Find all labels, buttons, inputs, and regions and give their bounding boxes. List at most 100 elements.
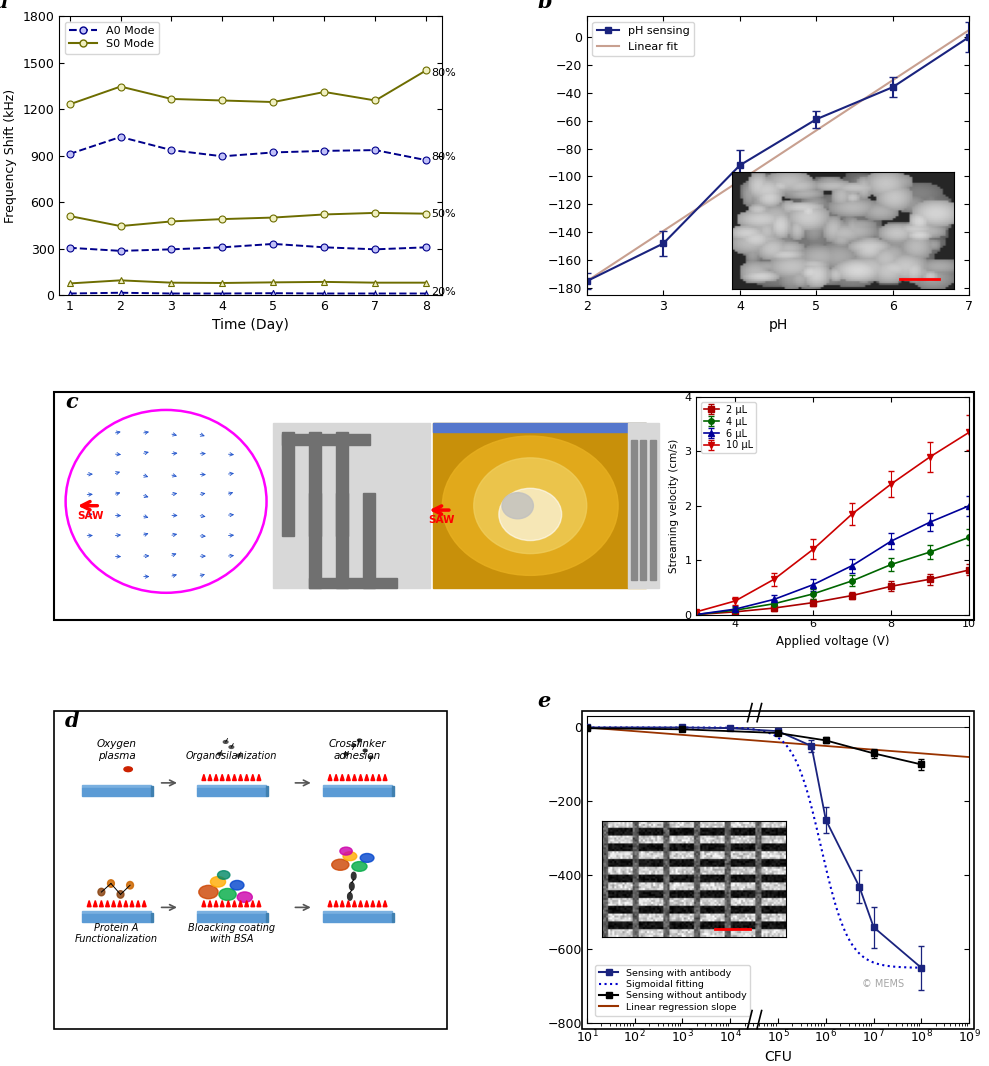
Polygon shape bbox=[208, 901, 212, 907]
Text: 50%: 50% bbox=[431, 209, 456, 219]
Bar bbox=[392, 787, 395, 795]
Polygon shape bbox=[365, 901, 369, 907]
Bar bbox=[282, 434, 370, 445]
Polygon shape bbox=[383, 901, 387, 907]
Polygon shape bbox=[118, 901, 122, 907]
Ellipse shape bbox=[340, 847, 352, 855]
Polygon shape bbox=[359, 901, 363, 907]
Polygon shape bbox=[142, 901, 146, 907]
Polygon shape bbox=[238, 774, 242, 780]
Polygon shape bbox=[221, 774, 225, 780]
Ellipse shape bbox=[498, 488, 562, 540]
Ellipse shape bbox=[502, 492, 533, 519]
Bar bbox=[640, 440, 647, 580]
Polygon shape bbox=[365, 774, 369, 780]
Ellipse shape bbox=[352, 744, 356, 746]
Ellipse shape bbox=[224, 741, 227, 743]
Legend: 2 μL, 4 μL, 6 μL, 10 μL: 2 μL, 4 μL, 6 μL, 10 μL bbox=[701, 402, 757, 453]
Bar bbox=[336, 492, 347, 588]
Bar bbox=[197, 788, 266, 795]
Polygon shape bbox=[377, 901, 381, 907]
Ellipse shape bbox=[442, 436, 618, 576]
Text: SAW: SAW bbox=[428, 515, 454, 526]
Bar bbox=[323, 911, 392, 915]
Polygon shape bbox=[352, 901, 356, 907]
Polygon shape bbox=[215, 901, 218, 907]
Ellipse shape bbox=[363, 749, 367, 752]
X-axis label: pH: pH bbox=[768, 319, 787, 333]
Legend: A0 Mode, S0 Mode: A0 Mode, S0 Mode bbox=[65, 21, 159, 53]
Polygon shape bbox=[359, 774, 363, 780]
Polygon shape bbox=[238, 901, 242, 907]
Text: SAW: SAW bbox=[77, 511, 104, 521]
Ellipse shape bbox=[108, 879, 115, 887]
Polygon shape bbox=[244, 774, 248, 780]
Text: Protein A
Functionalization: Protein A Functionalization bbox=[75, 923, 158, 944]
Polygon shape bbox=[371, 901, 375, 907]
Text: a: a bbox=[0, 0, 8, 12]
Bar bbox=[392, 912, 395, 922]
Bar bbox=[266, 912, 268, 922]
Polygon shape bbox=[221, 901, 225, 907]
Polygon shape bbox=[257, 774, 261, 780]
Polygon shape bbox=[215, 774, 218, 780]
Sigmoidal fitting bbox=[780, 739, 792, 752]
Bar bbox=[273, 423, 430, 588]
Bar bbox=[433, 423, 647, 588]
Sigmoidal fitting bbox=[785, 746, 797, 759]
Ellipse shape bbox=[358, 739, 361, 742]
X-axis label: Time (Day): Time (Day) bbox=[212, 319, 289, 333]
Bar bbox=[197, 915, 266, 922]
Polygon shape bbox=[257, 901, 261, 907]
Bar bbox=[82, 788, 151, 795]
Sigmoidal fitting bbox=[916, 962, 928, 974]
Polygon shape bbox=[136, 901, 140, 907]
Ellipse shape bbox=[344, 753, 348, 755]
Polygon shape bbox=[226, 901, 230, 907]
Polygon shape bbox=[106, 901, 110, 907]
Ellipse shape bbox=[237, 892, 252, 903]
Polygon shape bbox=[334, 774, 338, 780]
Bar bbox=[628, 423, 659, 588]
Sigmoidal fitting bbox=[779, 738, 791, 750]
Bar bbox=[310, 578, 398, 588]
Bar bbox=[197, 785, 266, 788]
Polygon shape bbox=[202, 901, 206, 907]
Ellipse shape bbox=[199, 886, 218, 899]
Text: © MEMS: © MEMS bbox=[862, 979, 904, 988]
Bar bbox=[82, 915, 151, 922]
Polygon shape bbox=[377, 774, 381, 780]
Ellipse shape bbox=[211, 876, 225, 887]
Bar bbox=[197, 911, 266, 915]
Ellipse shape bbox=[230, 881, 244, 890]
Bar bbox=[151, 912, 153, 922]
Ellipse shape bbox=[351, 872, 356, 879]
Ellipse shape bbox=[331, 859, 349, 870]
Ellipse shape bbox=[117, 891, 124, 899]
Bar bbox=[323, 915, 392, 922]
Text: Organosilanization: Organosilanization bbox=[186, 750, 277, 761]
Ellipse shape bbox=[343, 852, 357, 860]
Text: d: d bbox=[65, 711, 80, 730]
Polygon shape bbox=[340, 901, 344, 907]
Ellipse shape bbox=[219, 888, 236, 901]
Text: e: e bbox=[537, 691, 551, 711]
Bar bbox=[82, 911, 151, 915]
Bar bbox=[310, 432, 320, 536]
Polygon shape bbox=[202, 774, 206, 780]
Bar bbox=[631, 440, 637, 580]
Legend: Sensing with antibody, Sigmoidal fitting, Sensing without antibody, Linear regre: Sensing with antibody, Sigmoidal fitting… bbox=[595, 965, 751, 1016]
Polygon shape bbox=[352, 774, 356, 780]
Polygon shape bbox=[340, 774, 344, 780]
Polygon shape bbox=[87, 901, 91, 907]
Polygon shape bbox=[334, 901, 338, 907]
Legend: pH sensing, Linear fit: pH sensing, Linear fit bbox=[592, 21, 694, 56]
Polygon shape bbox=[328, 774, 332, 780]
Bar bbox=[266, 787, 268, 795]
Polygon shape bbox=[346, 901, 350, 907]
Polygon shape bbox=[371, 774, 375, 780]
Polygon shape bbox=[112, 901, 116, 907]
Sigmoidal fitting bbox=[884, 959, 896, 972]
Polygon shape bbox=[124, 901, 128, 907]
Bar bbox=[82, 785, 151, 788]
